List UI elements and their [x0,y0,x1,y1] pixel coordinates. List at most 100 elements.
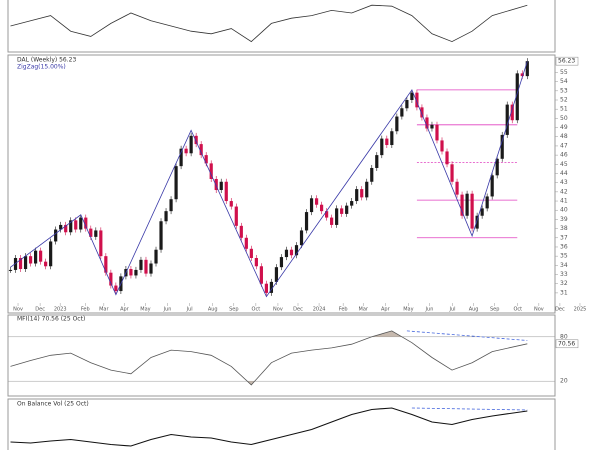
mfi-title: MFI(14) 70.56 (25 Oct) [17,316,85,323]
candle-body [420,107,424,118]
candle-body [360,189,364,198]
candle-body [69,220,73,233]
candle-body [340,208,344,214]
y-tick-label: 20 [560,378,568,385]
candle-body [355,189,359,202]
candle-body [199,144,203,156]
candle-body [370,167,374,182]
candle-body [465,193,469,216]
y-tick-label: 55 [560,69,568,76]
x-tick-label: May [140,307,150,313]
candle-body [79,217,83,230]
candle-body [8,269,13,271]
candle-body [28,256,33,264]
candle-body [104,256,108,273]
x-tick-label: Apr [381,307,391,313]
candle-body [139,259,143,270]
x-tick-label: May [403,307,413,313]
candle-body [304,212,309,231]
candle-body [455,181,459,195]
candle-body [64,224,68,233]
candle-body [375,155,379,168]
candle-body [59,224,63,230]
candle-body [44,261,48,267]
x-tick-label: Jun [425,307,434,313]
candle-body [94,230,98,237]
candle-body [445,151,449,165]
panel-price [7,54,556,314]
last-price: 56.23 [558,58,575,65]
y-tick-label: 34 [560,262,568,269]
x-tick-label: Aug [208,307,218,313]
x-tick-label: Mar [99,307,109,313]
candle-body [109,272,113,286]
candle-body [264,283,268,293]
candle-body [350,201,354,206]
candle-body [405,100,409,109]
candle-body [179,148,183,167]
candle-body [279,257,284,268]
candle-body [234,206,238,226]
x-tick-label: Oct [252,307,261,313]
candle-body [209,163,213,179]
y-tick-label: 44 [560,170,568,177]
candle-body [430,124,434,129]
candle-body [435,124,439,141]
y-tick-label: 45 [560,161,568,168]
candle-body [269,281,274,293]
candle-body [274,267,279,282]
y-tick-label: 54 [560,78,568,85]
x-tick-label: 2024 [313,307,326,313]
candle-body [319,204,324,212]
candle-body [184,148,188,154]
indicator-line [10,330,528,386]
y-tick-label: 43 [560,179,568,186]
candle-body [410,92,414,101]
y-tick-label: 46 [560,152,568,159]
x-tick-label: Feb [81,307,90,313]
candle-body [309,198,314,213]
candle-body [330,217,334,225]
candle-body [54,229,58,242]
y-tick-label: 47 [560,142,568,149]
candle-body [49,241,53,267]
x-tick-label: Sep [490,307,499,313]
candle-body [189,135,193,154]
y-tick-label: 53 [560,87,568,94]
zigzag-legend: ZigZag(15.00%) [17,64,66,71]
candle-body [149,263,153,274]
y-tick-label: 41 [560,198,568,205]
candle-body [500,134,504,159]
candle-body [385,138,389,146]
candle-body [224,181,228,202]
candle-body [325,211,329,218]
last-value-box [555,339,579,349]
zigzag-line [10,61,528,298]
y-tick-label: 49 [560,124,568,131]
x-tick-label: Aug [469,307,479,313]
y-tick-label: 35 [560,253,568,260]
candle-body [505,104,509,135]
overbought-fill [371,330,402,337]
x-tick-label: Jul [449,307,456,313]
candle-body [23,256,28,270]
y-tick-label: 80 [560,333,568,340]
candle-body [144,259,148,274]
y-tick-label: 39 [560,216,568,223]
candle-body [495,158,499,176]
candle-body [390,131,394,146]
x-tick-label: Dec [555,307,565,313]
candle-body [244,237,248,249]
obv-title: On Balance Vol (25 Oct) [17,401,89,408]
candle-body [229,201,233,207]
candle-body [440,140,444,152]
x-tick-label: Dec [35,307,45,313]
candle-body [515,73,519,121]
candle-body [204,155,208,164]
x-tick-label: 2025 [574,307,587,313]
candle-body [249,248,253,258]
candle-body [74,220,78,230]
candle-body [335,208,339,225]
y-tick-label: 33 [560,271,568,278]
panel-mfi [7,314,556,397]
